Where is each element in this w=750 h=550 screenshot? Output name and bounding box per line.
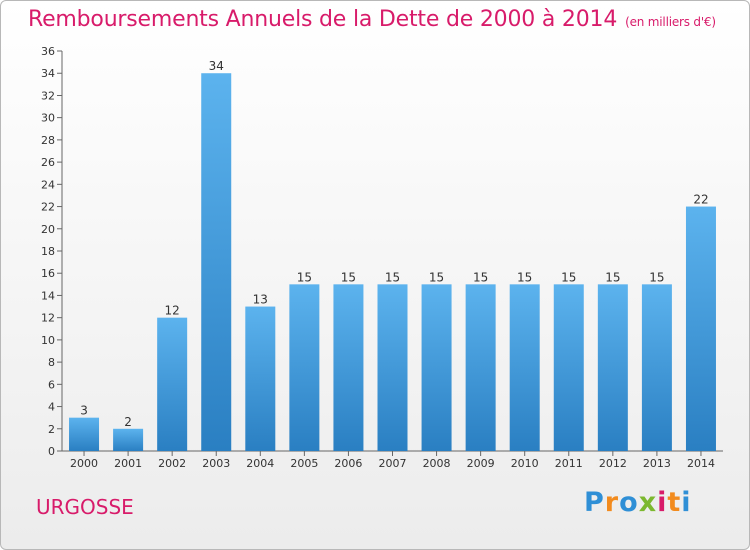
bar-2000 — [69, 417, 100, 451]
logo-letter: x — [638, 487, 658, 518]
bar-2011 — [553, 284, 584, 451]
proxiti-logo: Proxiti — [584, 487, 692, 518]
x-tick-label: 2001 — [114, 457, 142, 470]
x-tick-label: 2007 — [379, 457, 407, 470]
commune-name: URGOSSE — [36, 495, 134, 519]
y-tick-label: 18 — [41, 245, 55, 258]
bar-2006 — [333, 284, 364, 451]
x-tick-label: 2003 — [202, 457, 230, 470]
y-tick-label: 30 — [41, 112, 55, 125]
y-tick-label: 10 — [41, 334, 55, 347]
x-tick-label: 2008 — [423, 457, 451, 470]
bar-2008 — [421, 284, 452, 451]
value-label-2006: 15 — [341, 270, 356, 284]
y-tick-label: 2 — [48, 423, 55, 436]
bar-2013 — [641, 284, 672, 451]
x-tick-label: 2000 — [70, 457, 98, 470]
bar-2010 — [509, 284, 540, 451]
logo-letter: t — [667, 487, 682, 518]
y-tick-label: 14 — [41, 289, 55, 302]
x-tick-label: 2014 — [687, 457, 715, 470]
y-tick-label: 22 — [41, 201, 55, 214]
bar-2005 — [289, 284, 320, 451]
value-label-2010: 15 — [517, 270, 532, 284]
chart-unit: (en milliers d'€) — [625, 15, 716, 29]
logo-letter: P — [584, 487, 605, 518]
y-tick-label: 6 — [48, 378, 55, 391]
logo-letter: o — [619, 487, 639, 518]
y-tick-label: 36 — [41, 45, 55, 58]
y-tick-label: 26 — [41, 156, 55, 169]
x-tick-label: 2004 — [246, 457, 274, 470]
y-tick-label: 0 — [48, 445, 55, 458]
x-tick-label: 2002 — [158, 457, 186, 470]
logo-letter: i — [657, 487, 668, 518]
logo-letter: r — [604, 487, 620, 518]
x-tick-label: 2009 — [467, 457, 495, 470]
x-tick-label: 2013 — [643, 457, 671, 470]
bar-2002 — [157, 317, 188, 451]
bar-2014 — [685, 206, 716, 451]
y-tick-label: 24 — [41, 178, 55, 191]
bar-2004 — [245, 306, 276, 451]
value-label-2000: 3 — [80, 404, 88, 418]
chart-title: Remboursements Annuels de la Dette de 20… — [28, 7, 716, 32]
value-label-2002: 12 — [165, 304, 180, 318]
value-label-2008: 15 — [429, 270, 444, 284]
value-label-2001: 2 — [124, 415, 132, 429]
x-tick-label: 2011 — [555, 457, 583, 470]
bar-2001 — [113, 428, 144, 451]
x-tick-label: 2010 — [511, 457, 539, 470]
y-tick-label: 12 — [41, 312, 55, 325]
chart-title-text: Remboursements Annuels de la Dette de 20… — [28, 7, 618, 32]
y-tick-label: 28 — [41, 134, 55, 147]
y-tick-label: 8 — [48, 356, 55, 369]
value-label-2012: 15 — [605, 270, 620, 284]
x-tick-label: 2005 — [290, 457, 318, 470]
value-label-2009: 15 — [473, 270, 488, 284]
value-label-2003: 34 — [209, 59, 224, 73]
y-tick-label: 16 — [41, 267, 55, 280]
value-label-2011: 15 — [561, 270, 576, 284]
value-label-2014: 22 — [693, 193, 708, 207]
y-tick-label: 34 — [41, 67, 55, 80]
y-tick-label: 4 — [48, 401, 55, 414]
bar-2012 — [597, 284, 628, 451]
bar-2009 — [465, 284, 496, 451]
value-label-2013: 15 — [649, 270, 664, 284]
value-label-2005: 15 — [297, 270, 312, 284]
x-tick-label: 2012 — [599, 457, 627, 470]
bar-2007 — [377, 284, 408, 451]
value-label-2007: 15 — [385, 270, 400, 284]
y-tick-label: 20 — [41, 223, 55, 236]
bar-2003 — [201, 73, 232, 451]
x-tick-label: 2006 — [334, 457, 362, 470]
y-tick-label: 32 — [41, 89, 55, 102]
logo-letter: i — [681, 487, 692, 518]
value-label-2004: 13 — [253, 293, 268, 307]
